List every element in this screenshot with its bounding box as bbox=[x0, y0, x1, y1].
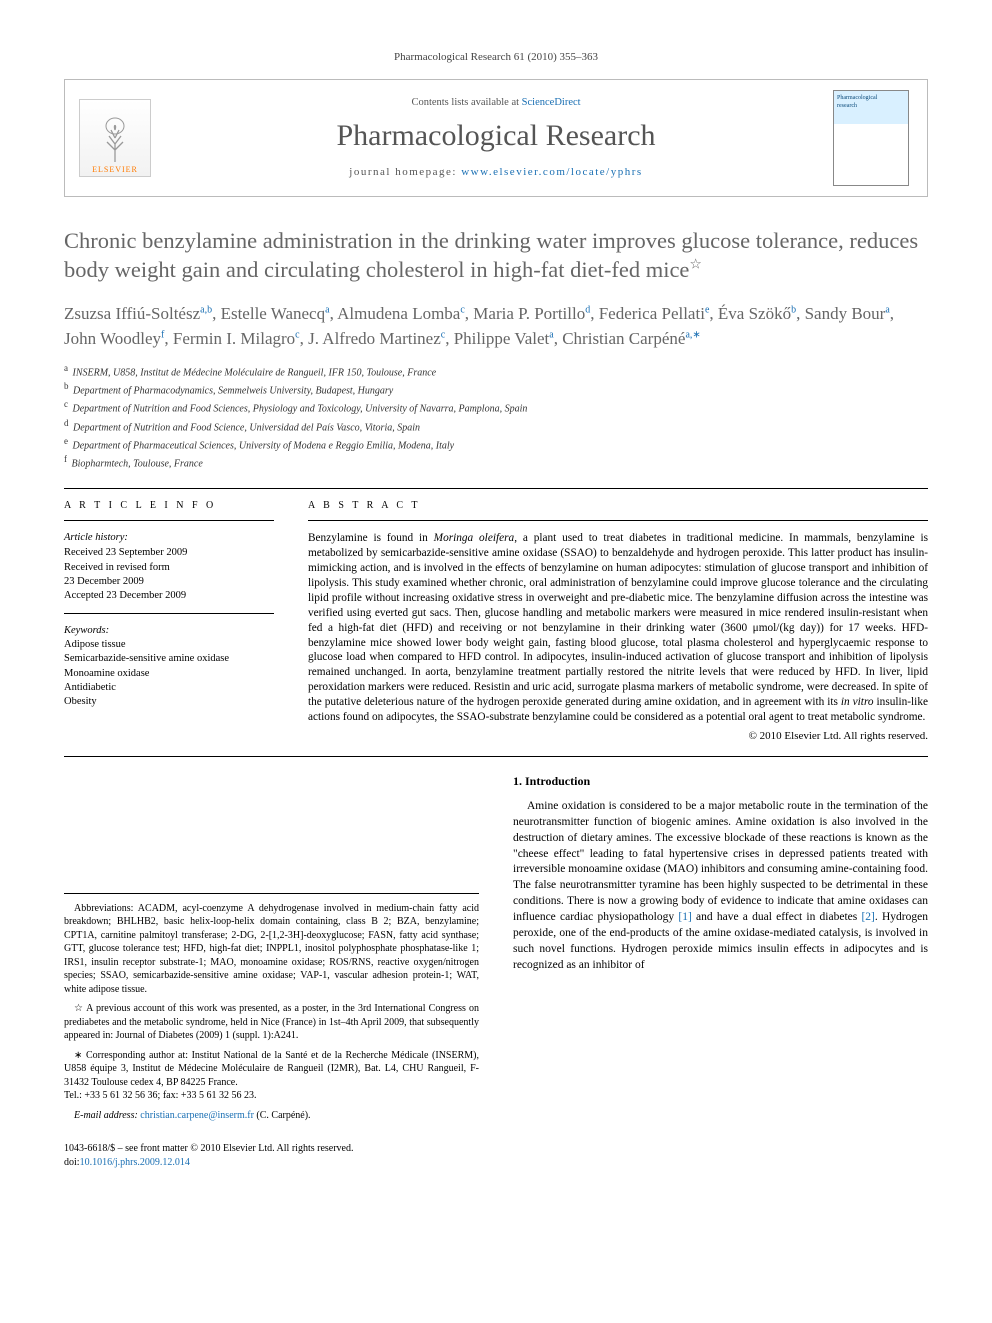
journal-homepage: journal homepage: www.elsevier.com/locat… bbox=[169, 165, 823, 180]
email-who: (C. Carpéné). bbox=[254, 1110, 311, 1121]
tel-fax: Tel.: +33 5 61 32 56 36; fax: +33 5 61 3… bbox=[64, 1090, 257, 1101]
abbrev-footnote: Abbreviations: ACADM, acyl-coenzyme A de… bbox=[64, 902, 479, 997]
title-note-mark: ☆ bbox=[689, 257, 702, 272]
star-footnote: ☆ A previous account of this work was pr… bbox=[64, 1002, 479, 1043]
abstract-text: Benzylamine is found in Moringa oleifera… bbox=[308, 531, 928, 725]
cover-line2: research bbox=[837, 102, 905, 110]
affiliation-line: c Department of Nutrition and Food Scien… bbox=[64, 398, 928, 416]
abbrev-label: Abbreviations: bbox=[74, 903, 133, 914]
email-label: E-mail address: bbox=[74, 1110, 138, 1121]
elsevier-tree-icon bbox=[95, 116, 135, 164]
corr-text: Corresponding author at: Institut Nation… bbox=[64, 1050, 479, 1088]
abstract-column: A B S T R A C T Benzylamine is found in … bbox=[308, 499, 928, 744]
article-info-column: A R T I C L E I N F O Article history: R… bbox=[64, 499, 274, 744]
sciencedirect-link[interactable]: ScienceDirect bbox=[522, 97, 581, 108]
ref-link-2[interactable]: [2] bbox=[861, 911, 874, 923]
intro-heading: 1. Introduction bbox=[513, 773, 928, 789]
introduction-section: 1. Introduction Amine oxidation is consi… bbox=[513, 773, 928, 1170]
history-received: Received 23 September 2009 bbox=[64, 546, 274, 560]
affiliation-line: e Department of Pharmaceutical Sciences,… bbox=[64, 435, 928, 453]
keyword: Antidiabetic bbox=[64, 681, 274, 695]
intro-paragraph: Amine oxidation is considered to be a ma… bbox=[513, 799, 928, 973]
homepage-link[interactable]: www.elsevier.com/locate/yphrs bbox=[461, 166, 642, 178]
keywords-head: Keywords: bbox=[64, 624, 274, 638]
article-info-heading: A R T I C L E I N F O bbox=[64, 499, 274, 513]
footnotes: Abbreviations: ACADM, acyl-coenzyme A de… bbox=[64, 893, 479, 1123]
affiliation-line: b Department of Pharmacodynamics, Semmel… bbox=[64, 380, 928, 398]
journal-cover-thumb: Pharmacological research bbox=[833, 90, 909, 186]
keyword: Semicarbazide-sensitive amine oxidase bbox=[64, 652, 274, 666]
corresponding-footnote: ∗ Corresponding author at: Institut Nati… bbox=[64, 1049, 479, 1103]
affiliations: a INSERM, U858, Institut de Médecine Mol… bbox=[64, 362, 928, 472]
history-accepted: Accepted 23 December 2009 bbox=[64, 589, 274, 603]
email-footnote: E-mail address: christian.carpene@inserm… bbox=[64, 1109, 479, 1123]
abstract-copyright: © 2010 Elsevier Ltd. All rights reserved… bbox=[308, 729, 928, 744]
keyword: Monoamine oxidase bbox=[64, 667, 274, 681]
doi-block: 1043-6618/$ – see front matter © 2010 El… bbox=[64, 1142, 479, 1169]
masthead: ELSEVIER Contents lists available at Sci… bbox=[64, 79, 928, 197]
homepage-pre: journal homepage: bbox=[349, 166, 461, 178]
article-title: Chronic benzylamine administration in th… bbox=[64, 227, 928, 285]
keyword: Adipose tissue bbox=[64, 638, 274, 652]
email-link[interactable]: christian.carpene@inserm.fr bbox=[140, 1110, 254, 1121]
contents-available: Contents lists available at ScienceDirec… bbox=[169, 96, 823, 110]
history-revised-1: Received in revised form bbox=[64, 561, 274, 575]
publisher-logo: ELSEVIER bbox=[79, 99, 151, 177]
affiliation-line: d Department of Nutrition and Food Scien… bbox=[64, 417, 928, 435]
front-matter: 1043-6618/$ – see front matter © 2010 El… bbox=[64, 1142, 479, 1156]
history-head: Article history: bbox=[64, 531, 274, 545]
publisher-name: ELSEVIER bbox=[92, 165, 138, 176]
running-head: Pharmacological Research 61 (2010) 355–3… bbox=[64, 50, 928, 65]
ref-link-1[interactable]: [1] bbox=[678, 911, 691, 923]
journal-name: Pharmacological Research bbox=[169, 116, 823, 157]
contents-pre: Contents lists available at bbox=[411, 97, 521, 108]
keyword: Obesity bbox=[64, 695, 274, 709]
doi-link[interactable]: 10.1016/j.phrs.2009.12.014 bbox=[80, 1157, 190, 1168]
cover-line1: Pharmacological bbox=[837, 94, 905, 102]
abbrev-text: ACADM, acyl-coenzyme A dehydrogenase inv… bbox=[64, 903, 479, 995]
author-list: Zsuzsa Iffiú-Soltésza,b, Estelle Wanecqa… bbox=[64, 302, 928, 351]
title-text: Chronic benzylamine administration in th… bbox=[64, 228, 918, 282]
affiliation-line: a INSERM, U858, Institut de Médecine Mol… bbox=[64, 362, 928, 380]
left-lower-column: Abbreviations: ACADM, acyl-coenzyme A de… bbox=[64, 773, 479, 1170]
doi-pre: doi: bbox=[64, 1157, 80, 1168]
abstract-heading: A B S T R A C T bbox=[308, 499, 928, 513]
affiliation-line: f Biopharmtech, Toulouse, France bbox=[64, 453, 928, 471]
history-revised-2: 23 December 2009 bbox=[64, 575, 274, 589]
